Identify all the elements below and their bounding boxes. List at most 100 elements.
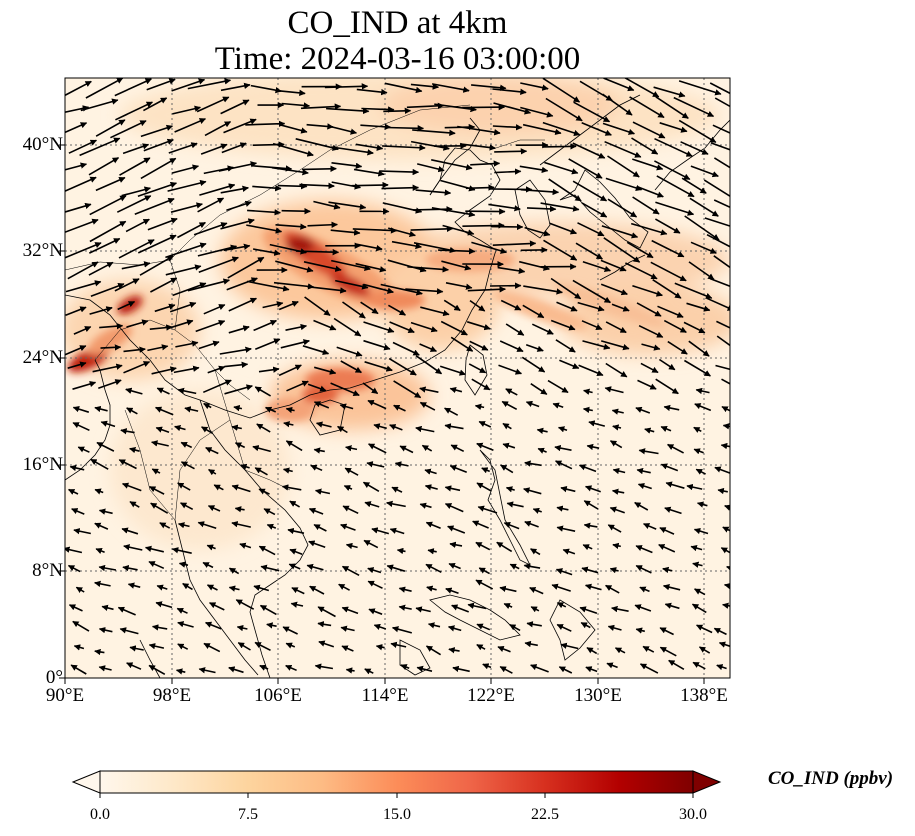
lon-tick-label: 138°E bbox=[680, 685, 728, 706]
wind-arrow bbox=[206, 544, 216, 551]
wind-arrow bbox=[686, 483, 703, 491]
wind-arrow bbox=[121, 261, 151, 270]
wind-arrow bbox=[94, 522, 109, 530]
wind-arrow bbox=[424, 484, 438, 491]
wind-arrow bbox=[278, 300, 299, 311]
wind-arrow bbox=[114, 278, 140, 292]
wind-arrow bbox=[361, 106, 395, 113]
wind-arrow bbox=[425, 563, 442, 574]
wind-arrow bbox=[73, 326, 92, 335]
wind-arrow bbox=[693, 528, 709, 535]
wind-arrow bbox=[471, 84, 507, 91]
wind-arrow bbox=[680, 141, 709, 155]
wind-arrow bbox=[198, 340, 220, 350]
wind-arrow bbox=[716, 335, 730, 347]
wind-arrow bbox=[560, 486, 576, 493]
wind-arrow bbox=[509, 623, 521, 632]
wind-arrow bbox=[520, 188, 560, 196]
wind-arrow bbox=[542, 121, 581, 137]
wind-arrow bbox=[146, 78, 176, 91]
lat-tick-label: 40°N bbox=[22, 134, 63, 155]
wind-arrow bbox=[277, 183, 308, 190]
wind-arrow bbox=[572, 142, 606, 159]
wind-arrow bbox=[391, 486, 403, 493]
wind-arrow bbox=[611, 408, 624, 415]
wind-arrow bbox=[256, 423, 271, 433]
wind-arrow bbox=[605, 177, 643, 192]
wind-arrow bbox=[583, 500, 599, 510]
wind-arrow bbox=[544, 161, 579, 175]
wind-arrow bbox=[582, 406, 593, 414]
wind-arrow bbox=[367, 399, 387, 410]
wind-arrow bbox=[476, 623, 491, 631]
wind-arrow bbox=[465, 184, 495, 191]
wind-arrow bbox=[285, 406, 295, 414]
wind-arrow bbox=[524, 640, 538, 648]
wind-arrow bbox=[306, 123, 334, 130]
wind-arrow bbox=[410, 140, 450, 151]
wind-arrow bbox=[716, 320, 730, 332]
wind-arrow bbox=[664, 506, 682, 515]
wind-arrow bbox=[155, 601, 173, 609]
wind-arrow bbox=[425, 521, 441, 530]
wind-arrow bbox=[624, 78, 660, 98]
wind-arrow bbox=[315, 421, 332, 428]
wind-arrow bbox=[201, 426, 214, 434]
wind-arrow bbox=[581, 320, 603, 331]
wind-arrow bbox=[121, 527, 139, 535]
wind-arrow bbox=[180, 441, 193, 449]
wind-arrow bbox=[180, 461, 195, 470]
wind-arrow bbox=[505, 388, 518, 396]
colorbar-tick-label: 7.5 bbox=[238, 806, 258, 823]
wind-arrow bbox=[581, 122, 612, 136]
wind-arrow bbox=[537, 447, 547, 454]
wind-arrow bbox=[421, 444, 433, 452]
wind-arrow bbox=[234, 506, 245, 513]
wind-arrow bbox=[308, 507, 324, 515]
wind-arrow bbox=[582, 544, 593, 551]
wind-arrow bbox=[72, 422, 90, 432]
wind-arrow bbox=[642, 645, 655, 653]
wind-arrow bbox=[524, 520, 539, 528]
wind-arrow bbox=[609, 567, 619, 574]
wind-arrow bbox=[100, 420, 116, 428]
wind-arrow bbox=[469, 340, 489, 351]
wind-arrow bbox=[254, 641, 271, 652]
wind-arrow bbox=[383, 107, 412, 115]
colorbar-tick-label: 15.0 bbox=[383, 806, 411, 823]
wind-arrow bbox=[469, 299, 486, 312]
wind-arrow bbox=[601, 225, 639, 239]
wind-arrow bbox=[532, 507, 542, 514]
colorbar-gradient bbox=[99, 770, 694, 794]
wind-arrow bbox=[85, 78, 124, 99]
wind-arrow bbox=[556, 602, 567, 609]
wind-arrow bbox=[279, 124, 308, 134]
wind-arrow bbox=[317, 606, 336, 618]
wind-arrow bbox=[715, 364, 730, 371]
wind-arrow bbox=[693, 426, 702, 433]
wind-arrow bbox=[509, 563, 520, 570]
wind-arrow bbox=[299, 182, 335, 190]
wind-arrow bbox=[521, 356, 546, 373]
wind-arrow bbox=[266, 622, 277, 629]
wind-arrow bbox=[681, 177, 707, 194]
wind-arrow bbox=[126, 662, 142, 670]
wind-arrow bbox=[220, 99, 250, 115]
wind-arrow bbox=[659, 122, 688, 133]
wind-arrow bbox=[588, 420, 605, 427]
wind-arrow bbox=[629, 96, 665, 119]
wind-arrow bbox=[353, 168, 385, 177]
wind-arrow bbox=[368, 608, 383, 615]
plume-diffuse bbox=[65, 78, 730, 550]
wind-arrow bbox=[180, 502, 194, 511]
wind-arrow bbox=[607, 524, 622, 533]
wind-arrow bbox=[71, 508, 85, 515]
wind-arrow bbox=[444, 485, 461, 492]
wind-arrow bbox=[476, 482, 492, 492]
wind-arrow bbox=[678, 119, 717, 143]
wind-arrow bbox=[605, 321, 627, 334]
plot-title-line1: CO_IND at 4km bbox=[287, 5, 508, 41]
wind-arrow bbox=[65, 176, 97, 193]
wind-arrow bbox=[219, 346, 252, 355]
wind-arrow bbox=[137, 234, 177, 254]
